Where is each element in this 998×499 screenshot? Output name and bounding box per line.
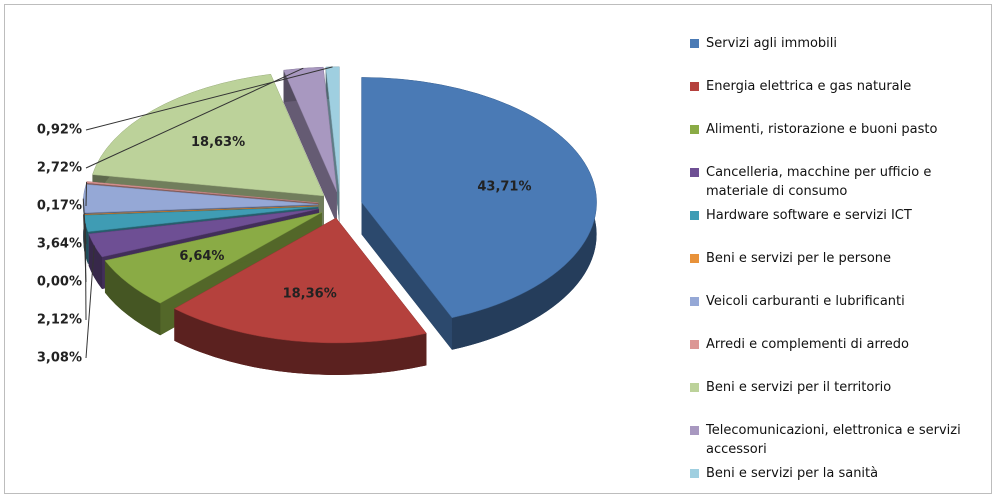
data-label: 18,36% xyxy=(283,287,337,302)
data-label: 2,12% xyxy=(37,313,82,328)
slice xyxy=(283,66,338,193)
legend-item: Cancelleria, macchine per ufficio e mate… xyxy=(690,163,985,201)
legend-swatch xyxy=(690,469,699,478)
legend-label: Servizi agli immobili xyxy=(706,36,838,51)
legend-label: Beni e servizi per la sanità xyxy=(706,466,879,481)
legend-item: Servizi agli immobili xyxy=(690,34,985,53)
legend-label: Arredi e complementi di arredo xyxy=(706,337,909,352)
legend-item: Beni e servizi per il territorio xyxy=(690,378,985,397)
legend-label: Hardware software e servizi ICT xyxy=(706,208,912,223)
legend-item: Beni e servizi per la sanità xyxy=(690,464,985,483)
leader-line xyxy=(83,214,87,283)
data-label: 2,72% xyxy=(37,161,82,176)
legend-swatch xyxy=(690,82,699,91)
leader-line xyxy=(85,182,88,207)
slice-wall xyxy=(283,70,337,224)
slice xyxy=(88,208,320,258)
legend-item: Veicoli carburanti e lubrificanti xyxy=(690,292,985,311)
pie-tops xyxy=(82,66,597,344)
slice-side xyxy=(174,308,427,375)
slice-side xyxy=(88,233,103,289)
legend-item: Energia elettrica e gas naturale xyxy=(690,77,985,96)
slice xyxy=(361,77,597,319)
legend-swatch xyxy=(690,426,699,435)
legend-label: Alimenti, ristorazione e buoni pasto xyxy=(706,122,938,137)
legend-label: Veicoli carburanti e lubrificanti xyxy=(706,294,905,309)
leader-line xyxy=(85,67,304,169)
slice xyxy=(92,73,325,197)
slice xyxy=(104,212,323,304)
legend-swatch xyxy=(690,39,699,48)
legend-label: Beni e servizi per le persone xyxy=(706,251,892,266)
chart-frame xyxy=(4,4,992,494)
slice xyxy=(173,217,427,344)
legend-item: Arredi e complementi di arredo xyxy=(690,335,985,354)
legend-label: Telecomunicazioni, elettronica e servizi… xyxy=(706,423,961,457)
leader-line xyxy=(85,245,95,359)
data-label: 0,00% xyxy=(37,275,82,290)
legend-item: Beni e servizi per le persone xyxy=(690,249,985,268)
leader-line xyxy=(82,198,87,245)
legend-item: Hardware software e servizi ICT xyxy=(690,206,985,225)
slice-side xyxy=(104,260,161,336)
data-label: 3,08% xyxy=(37,351,82,366)
legend-item: Alimenti, ristorazione e buoni pasto xyxy=(690,120,985,139)
legend-swatch xyxy=(690,383,699,392)
legend-swatch xyxy=(690,254,699,263)
legend-label: Energia elettrica e gas naturale xyxy=(706,79,912,94)
legend-label: Cancelleria, macchine per ufficio e mate… xyxy=(706,165,932,199)
leader-line xyxy=(85,66,333,131)
data-label: 6,64% xyxy=(179,249,224,264)
legend-swatch xyxy=(690,211,699,220)
legend-label: Beni e servizi per il territorio xyxy=(706,380,892,395)
data-label: 18,63% xyxy=(191,135,245,150)
data-label: 3,64% xyxy=(37,237,82,252)
slice-wall xyxy=(361,202,452,350)
legend-swatch xyxy=(690,125,699,134)
data-label: 0,17% xyxy=(37,199,82,214)
legend-item: Telecomunicazioni, elettronica e servizi… xyxy=(690,421,985,459)
legend-swatch xyxy=(690,340,699,349)
legend-swatch xyxy=(690,168,699,177)
legend-swatch xyxy=(690,297,699,306)
data-label: 43,71% xyxy=(477,180,531,195)
data-label: 0,92% xyxy=(37,123,82,138)
